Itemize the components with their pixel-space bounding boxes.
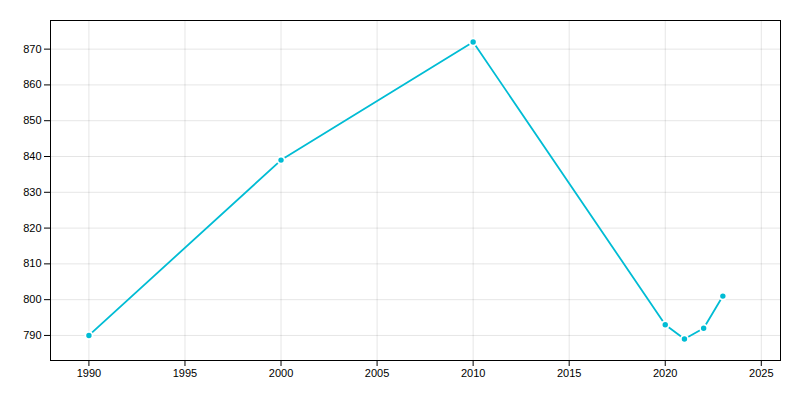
svg-text:2015: 2015 bbox=[557, 367, 581, 379]
svg-text:870: 870 bbox=[23, 43, 41, 55]
svg-text:1995: 1995 bbox=[173, 367, 197, 379]
svg-text:2020: 2020 bbox=[653, 367, 677, 379]
svg-text:2010: 2010 bbox=[461, 367, 485, 379]
svg-text:1990: 1990 bbox=[77, 367, 101, 379]
svg-text:790: 790 bbox=[23, 329, 41, 341]
svg-text:810: 810 bbox=[23, 257, 41, 269]
svg-text:840: 840 bbox=[23, 150, 41, 162]
svg-text:2025: 2025 bbox=[749, 367, 773, 379]
svg-text:860: 860 bbox=[23, 78, 41, 90]
svg-text:2005: 2005 bbox=[365, 367, 389, 379]
svg-text:800: 800 bbox=[23, 293, 41, 305]
svg-text:830: 830 bbox=[23, 186, 41, 198]
svg-text:820: 820 bbox=[23, 222, 41, 234]
svg-text:2000: 2000 bbox=[269, 367, 293, 379]
svg-text:850: 850 bbox=[23, 114, 41, 126]
